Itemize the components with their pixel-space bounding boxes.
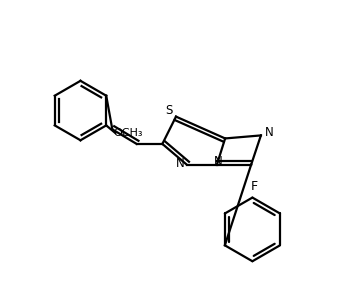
- Text: F: F: [250, 181, 258, 193]
- Text: S: S: [166, 104, 173, 117]
- Text: N: N: [214, 155, 223, 168]
- Text: OCH₃: OCH₃: [113, 128, 143, 138]
- Text: N: N: [265, 126, 274, 139]
- Text: N: N: [176, 156, 184, 170]
